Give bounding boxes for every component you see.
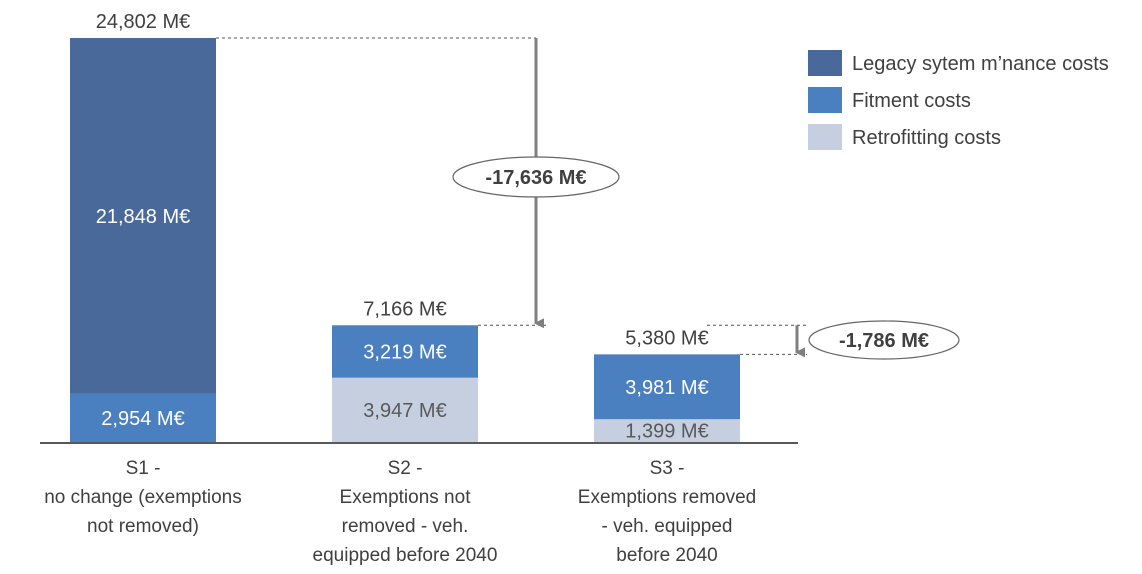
legend-label-legacy-sytem-m-nance-costs: Legacy sytem m’nance costs (852, 53, 1109, 75)
bar-retrofitting-costs-s2 (332, 377, 478, 442)
bar-retrofitting-costs-s3 (594, 419, 740, 442)
bar-legacy-sytem-m-nance-costs-s1 (70, 38, 216, 394)
difference-bubble-s2-s3 (808, 320, 960, 360)
category-label-s2: S2 -Exemptions not removed - veh. equipped… (313, 458, 498, 566)
total-label-s1: 24,802 M€ (96, 11, 191, 33)
difference-label-s1-s2: -17,636 M€ (485, 167, 586, 189)
legend-label-fitment-costs: Fitment costs (852, 90, 971, 112)
data-label-fitment-costs-s2: 3,219 M€ (363, 341, 446, 363)
annotations-layer: -17,636 M€ -1,786 M€ (216, 37, 960, 360)
total-label-s2: 7,166 M€ (363, 298, 446, 320)
data-label-legacy-sytem-m-nance-costs-s1: 21,848 M€ (96, 206, 191, 228)
data-label-fitment-costs-s3: 3,981 M€ (625, 377, 708, 399)
data-label-fitment-costs-s1: 2,954 M€ (101, 408, 184, 430)
bars-layer: 3,947 M€ 1,399 M€ 2,954 M€ 3,219 M€ 3,981 M€… (40, 11, 798, 566)
data-label-retrofitting-costs-s3: 1,399 M€ (625, 421, 708, 443)
bar-fitment-costs-s1 (70, 393, 216, 442)
bar-fitment-costs-s2 (332, 325, 478, 378)
legend-swatch-retrofitting-costs (808, 124, 842, 150)
difference-label-s2-s3: -1,786 M€ (839, 330, 929, 352)
legend-swatch-fitment-costs (808, 87, 842, 113)
total-label-s3: 5,380 M€ (625, 327, 708, 349)
difference-bubble-s1-s2 (452, 156, 620, 198)
bar-fitment-costs-s3 (594, 354, 740, 420)
legend: Legacy sytem m’nance costs Fitment costs R… (808, 50, 1109, 150)
category-label-s1: S1 -no change (exemptions not removed) (44, 458, 242, 537)
category-label-s3: S3 -Exemptions removed - veh. equipped bef… (578, 458, 756, 566)
legend-label-retrofitting-costs: Retrofitting costs (852, 127, 1001, 149)
data-label-retrofitting-costs-s2: 3,947 M€ (363, 400, 446, 422)
legend-swatch-legacy-sytem-m-nance-costs (808, 50, 842, 76)
